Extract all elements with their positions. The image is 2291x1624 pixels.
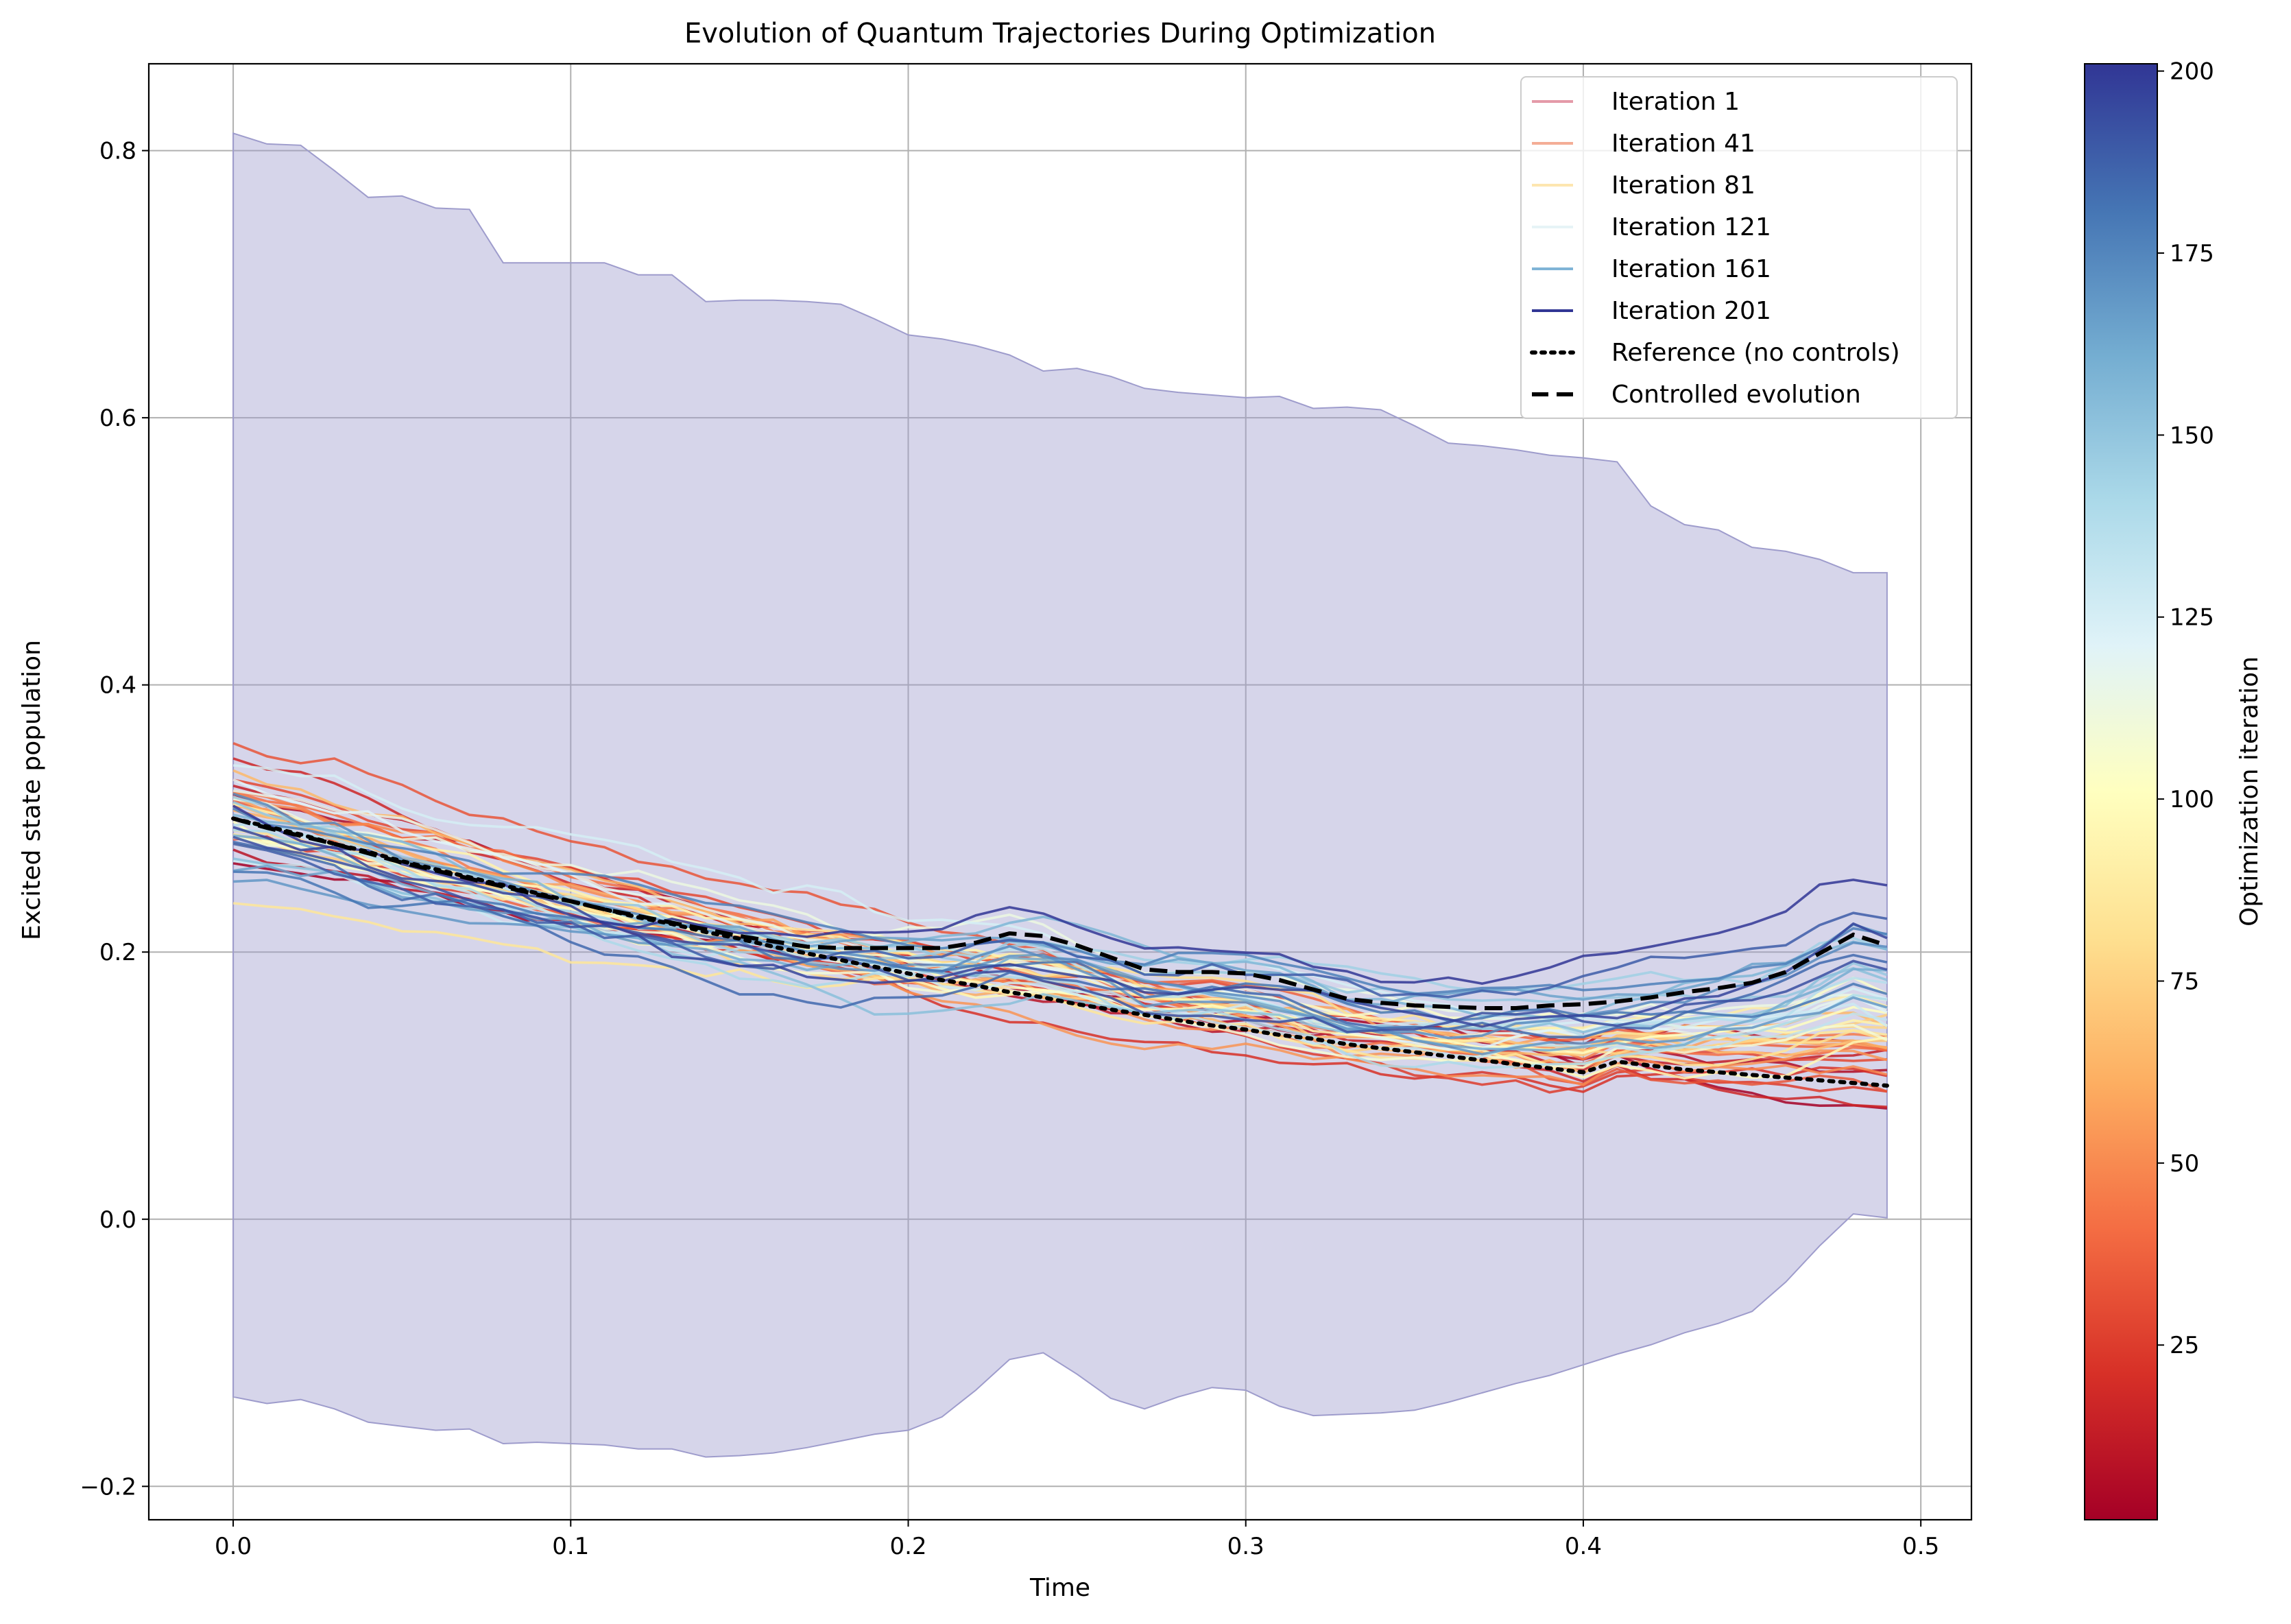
y-tick-label: 0.4: [99, 672, 136, 700]
y-axis-ticks: −0.2 0.0 0.2 0.4 0.6 0.8: [80, 138, 149, 1501]
legend-box: [1520, 76, 1958, 419]
x-tick-label: 0.5: [1902, 1533, 1939, 1560]
legend-label: Iteration 201: [1611, 297, 1771, 325]
confidence-band: [232, 132, 1888, 1458]
plot-area: 0.0 0.1 0.2 0.3 0.4 0.5 −0.2 0.0 0.2 0.4 0.6 0.8: [80, 62, 1973, 1560]
y-tick-label: 0.2: [99, 939, 136, 966]
legend-label: Reference (no controls): [1611, 339, 1900, 367]
iteration-trajectory: [232, 798, 1888, 1021]
x-axis-ticks: 0.0 0.1 0.2 0.3 0.4 0.5: [215, 1520, 1939, 1560]
colorbar-tick-label: 125: [2170, 604, 2214, 632]
legend-label: Iteration 161: [1611, 255, 1771, 283]
legend: Iteration 1 Iteration 41 Iteration 81 Itera…: [1520, 76, 1958, 419]
chart-title: Evolution of Quantum Trajectories During…: [684, 18, 1436, 49]
controlled-evolution-line: [232, 816, 1888, 1010]
iteration-trajectory: [233, 870, 1888, 1023]
iteration-trajectory: [232, 807, 1888, 995]
legend-label: Iteration 41: [1611, 130, 1755, 158]
colorbar-tick-label: 100: [2170, 786, 2214, 813]
legend-label: Iteration 81: [1611, 171, 1755, 200]
y-tick-label: −0.2: [80, 1473, 136, 1501]
colorbar: 25 50 75 100 125 150 175 200 Optimization itera…: [2084, 58, 2264, 1520]
colorbar-label: Optimization iteration: [2235, 656, 2264, 927]
iteration-trajectory: [232, 789, 1888, 1040]
iteration-trajectory: [232, 792, 1888, 1040]
y-axis-label: Excited state population: [18, 640, 46, 940]
x-tick-label: 0.4: [1565, 1533, 1602, 1560]
iteration-trajectory: [232, 835, 1888, 1034]
iteration-trajectory: [232, 840, 1888, 1038]
x-tick-label: 0.3: [1227, 1533, 1264, 1560]
x-tick-label: 0.2: [889, 1533, 926, 1560]
colorbar-gradient: [2084, 63, 2158, 1520]
legend-label: Iteration 1: [1611, 88, 1740, 116]
legend-label: Controlled evolution: [1611, 381, 1861, 409]
plot-frame: [147, 62, 1973, 1521]
colorbar-tick-label: 200: [2170, 58, 2214, 86]
x-tick-label: 0.1: [552, 1533, 589, 1560]
colorbar-tick-label: 75: [2170, 968, 2199, 995]
y-tick-label: 0.0: [99, 1206, 136, 1234]
colorbar-tick-label: 25: [2170, 1332, 2199, 1359]
y-tick-label: 0.8: [99, 138, 136, 165]
colorbar-tick-label: 175: [2170, 240, 2214, 267]
colorbar-ticks: 25 50 75 100 125 150 175 200: [2157, 58, 2214, 1359]
iteration-trajectory: [232, 826, 1888, 1028]
iteration-trajectory: [232, 817, 1888, 1058]
colorbar-tick-label: 150: [2170, 422, 2214, 449]
trajectory-lines: [232, 742, 1888, 1110]
x-tick-label: 0.0: [215, 1533, 252, 1560]
x-axis-label: Time: [1029, 1574, 1090, 1602]
uncertainty-band: [232, 132, 1888, 1458]
legend-label: Iteration 121: [1611, 213, 1771, 241]
reference-line: [231, 816, 1889, 1088]
y-tick-label: 0.6: [99, 405, 136, 432]
colorbar-tick-label: 50: [2170, 1150, 2199, 1178]
reference-series: [231, 816, 1889, 1088]
